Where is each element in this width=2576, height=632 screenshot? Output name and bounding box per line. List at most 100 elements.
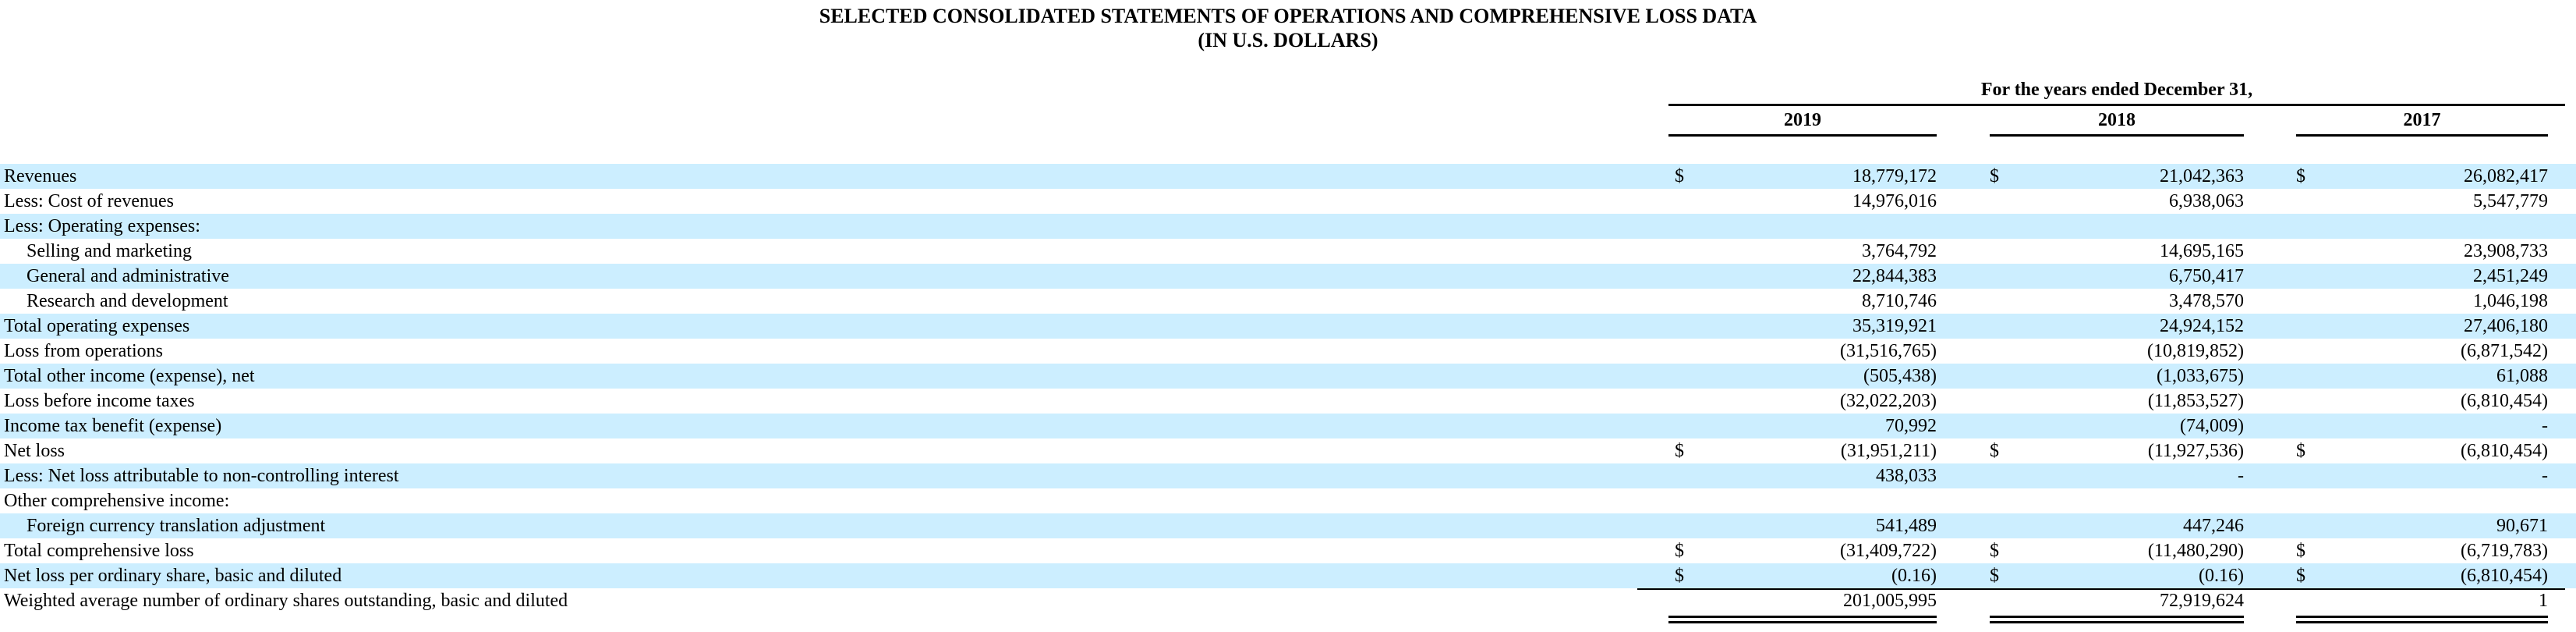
table-row: Less: Operating expenses: (0, 214, 2576, 239)
value-2018: 3,478,570 (2169, 291, 2244, 311)
value-2018: (11,927,536) (2147, 441, 2244, 461)
value-2017 (2330, 214, 2548, 239)
dollar-sign-2018 (1990, 214, 2024, 239)
table-row: General and administrative 22,844,383 6,… (0, 264, 2576, 289)
column-gap (1937, 314, 1990, 339)
dollar-sign-2017 (2296, 189, 2330, 214)
value-2019: 201,005,995 (1843, 591, 1937, 611)
dollar-sign-2018: $ (1990, 541, 1999, 561)
dollar-sign-2019 (1668, 239, 1703, 264)
value-2019: 35,319,921 (1852, 316, 1937, 336)
row-label: Weighted average number of ordinary shar… (4, 591, 568, 611)
column-gap (1937, 264, 1990, 289)
year-rule-2019 (1668, 134, 1937, 137)
value-2017: 90,671 (2496, 516, 2548, 536)
dollar-sign-2017 (2296, 389, 2330, 414)
value-2019: (0.16) (1891, 566, 1937, 586)
value-2019 (1703, 214, 1937, 239)
column-gap (2244, 463, 2296, 488)
value-2018: 24,924,152 (2160, 316, 2244, 336)
row-label: Other comprehensive income: (4, 491, 230, 511)
value-2017: (6,810,454) (2461, 566, 2548, 586)
dollar-sign-2018: $ (1990, 166, 1999, 186)
column-gap (2244, 389, 2296, 414)
column-gap (2244, 189, 2296, 214)
dollar-sign-2019 (1668, 289, 1703, 314)
table-row: Income tax benefit (expense) 70,992 (74,… (0, 414, 2576, 438)
column-gap (2244, 364, 2296, 389)
dollar-sign-2019 (1668, 488, 1703, 513)
table-row: Other comprehensive income: (0, 488, 2576, 513)
dollar-sign-2019: $ (1675, 566, 1684, 586)
value-2017: (6,719,783) (2461, 541, 2548, 561)
dollar-sign-2017 (2296, 264, 2330, 289)
column-gap (2244, 339, 2296, 364)
dollar-sign-2018 (1990, 488, 2024, 513)
table-row: Less: Cost of revenues 14,976,016 6,938,… (0, 189, 2576, 214)
value-2018: 72,919,624 (2160, 591, 2244, 611)
table-row: Total other income (expense), net (505,4… (0, 364, 2576, 389)
dollar-sign-2018: $ (1990, 441, 1999, 461)
column-gap (2244, 289, 2296, 314)
column-gap (2244, 538, 2296, 563)
value-2019: 3,764,792 (1862, 241, 1937, 261)
total-double-rule-2018 (1990, 616, 2244, 623)
right-pad (2548, 364, 2576, 389)
right-pad (2548, 588, 2576, 613)
column-gap (1937, 214, 1990, 239)
column-gap (1937, 463, 1990, 488)
right-pad (2548, 289, 2576, 314)
value-2017 (2330, 488, 2548, 513)
subtotal-rule (1637, 588, 2565, 590)
table-row: Loss from operations (31,516,765) (10,81… (0, 339, 2576, 364)
table-row: Net loss per ordinary share, basic and d… (0, 563, 2576, 588)
value-2017: (6,871,542) (2461, 341, 2548, 361)
table-row: Total comprehensive loss $ (31,409,722) … (0, 538, 2576, 563)
value-2017: - (2542, 466, 2548, 486)
dollar-sign-2019 (1668, 389, 1703, 414)
dollar-sign-2018 (1990, 414, 2024, 438)
right-pad (2548, 563, 2576, 588)
value-2019: (32,022,203) (1840, 391, 1937, 411)
dollar-sign-2019: $ (1675, 441, 1684, 461)
right-pad (2548, 264, 2576, 289)
row-label: General and administrative (27, 266, 229, 286)
dollar-sign-2018 (1990, 513, 2024, 538)
column-gap (1937, 189, 1990, 214)
column-gap (1937, 339, 1990, 364)
row-label: Total comprehensive loss (4, 541, 194, 561)
table-row: Less: Net loss attributable to non-contr… (0, 463, 2576, 488)
dollar-sign-2017: $ (2296, 541, 2305, 561)
dollar-sign-2017 (2296, 414, 2330, 438)
value-2019: (31,516,765) (1840, 341, 1937, 361)
value-2018: (0.16) (2199, 566, 2244, 586)
value-2019: 14,976,016 (1852, 191, 1937, 211)
dollar-sign-2019 (1668, 364, 1703, 389)
dollar-sign-2019 (1668, 214, 1703, 239)
dollar-sign-2018 (1990, 463, 2024, 488)
right-pad (2548, 239, 2576, 264)
column-gap (1937, 513, 1990, 538)
dollar-sign-2017: $ (2296, 441, 2305, 461)
dollar-sign-2018 (1990, 264, 2024, 289)
dollar-sign-2017 (2296, 314, 2330, 339)
value-2018: 6,938,063 (2169, 191, 2244, 211)
row-label: Selling and marketing (27, 241, 192, 261)
year-rule-2017 (2296, 134, 2548, 137)
dollar-sign-2017 (2296, 339, 2330, 364)
right-pad (2548, 314, 2576, 339)
year-header-2018: 2018 (2098, 110, 2135, 130)
year-header-2019: 2019 (1784, 110, 1821, 130)
column-gap (1937, 414, 1990, 438)
dollar-sign-2018 (1990, 339, 2024, 364)
value-2019: (31,409,722) (1840, 541, 1937, 561)
value-2017: (6,810,454) (2461, 441, 2548, 461)
column-gap (2244, 588, 2296, 613)
value-2017: 5,547,779 (2473, 191, 2548, 211)
value-2017: 2,451,249 (2473, 266, 2548, 286)
column-gap (1937, 438, 1990, 463)
column-gap (2244, 513, 2296, 538)
column-gap (2244, 164, 2296, 189)
year-header-2017: 2017 (2403, 110, 2441, 130)
